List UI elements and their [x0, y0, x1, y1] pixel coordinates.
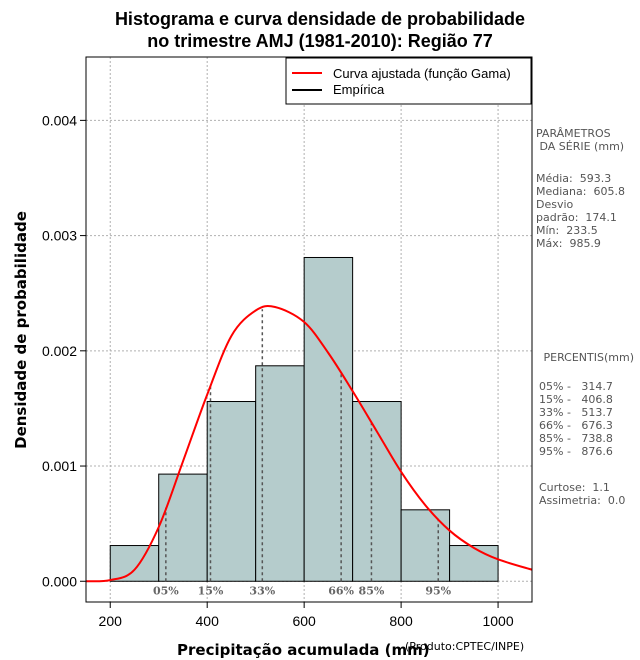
chart-title-line2: no trimestre AMJ (1981-2010): Região 77: [147, 31, 493, 51]
histogram-bar: [352, 401, 402, 582]
histogram-bar: [255, 365, 305, 582]
percentis-heading: PERCENTIS(mm): [540, 351, 634, 364]
histogram-bar: [109, 545, 160, 582]
histogram-bar: [303, 256, 354, 582]
y-axis-label: Densidade de probabilidade: [12, 211, 30, 449]
legend-empirical-label: Empírica: [333, 82, 385, 97]
percentile-label: 33%: [249, 584, 275, 597]
shape-stats: Curtose: 1.1 Assimetria: 0.0: [539, 481, 626, 507]
x-axis-label: Precipitação acumulada (mm): [177, 641, 430, 659]
percentile-label: 05%: [153, 584, 179, 597]
percentile-label: 15%: [198, 584, 224, 597]
histogram-bar: [158, 473, 208, 582]
product-note: (Produto:CPTEC/INPE): [405, 640, 525, 653]
params-heading: PARÂMETROS DA SÉRIE (mm): [536, 127, 625, 153]
histogram-bar: [449, 545, 499, 582]
x-tick-label: 600: [292, 613, 316, 629]
y-tick-label: 0.000: [42, 573, 77, 589]
x-tick-label: 200: [99, 613, 123, 629]
legend-box: [285, 57, 532, 105]
percentile-label: 95%: [425, 584, 451, 597]
legend-curve-label: Curva ajustada (função Gama): [333, 66, 511, 81]
chart-title-line1: Histograma e curva densidade de probabil…: [114, 9, 526, 29]
histogram-bar: [206, 401, 257, 582]
plot-frame: [85, 56, 533, 603]
x-tick-label: 400: [196, 613, 220, 629]
y-tick-label: 0.003: [42, 228, 77, 244]
fitted-gamma-curve: [85, 305, 533, 583]
y-tick-label: 0.004: [42, 112, 77, 128]
y-tick-label: 0.002: [42, 343, 77, 359]
x-tick-label: 1000: [482, 613, 513, 629]
percentile-label: 85%: [359, 584, 385, 597]
params-values: Média: 593.3 Mediana: 605.8 Desvio padrã…: [536, 172, 625, 250]
x-tick-label: 800: [389, 613, 413, 629]
y-tick-label: 0.001: [42, 458, 77, 474]
percentile-label: 66%: [328, 584, 354, 597]
percentis-values: 05% - 314.7 15% - 406.8 33% - 513.7 66% …: [539, 380, 613, 458]
histogram-bar: [400, 509, 451, 582]
